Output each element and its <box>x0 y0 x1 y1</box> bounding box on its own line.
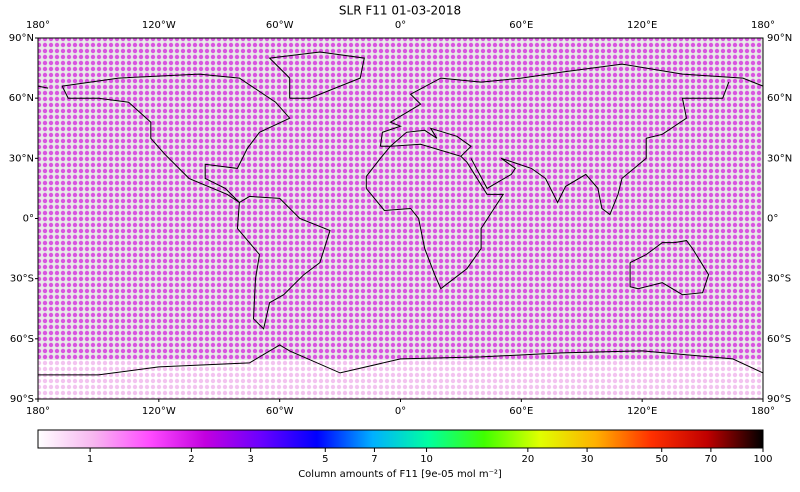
colorbar-tick-label: 70 <box>705 454 718 465</box>
colorbar-tick-label: 5 <box>322 454 328 465</box>
y-tick-label-right: 30°N <box>767 153 792 164</box>
y-tick-label-right: 0° <box>767 214 778 225</box>
x-tick-label-top: 180° <box>26 20 50 31</box>
y-tick-label-left: 30°S <box>10 274 34 285</box>
dot-field-south <box>38 360 763 399</box>
colorbar-tick-label: 3 <box>247 454 253 465</box>
x-tick-label-top: 60°E <box>509 20 533 31</box>
x-tick-label-top: 120°E <box>627 20 657 31</box>
x-tick-label-bottom: 0° <box>395 406 406 417</box>
colorbar-tick-label: 50 <box>655 454 668 465</box>
y-tick-label-left: 60°S <box>10 334 34 345</box>
coastline <box>37 85 49 89</box>
coastline <box>236 195 331 330</box>
x-tick-label-top: 180° <box>751 20 775 31</box>
coastline <box>61 73 291 203</box>
x-tick-label-top: 60°W <box>266 20 294 31</box>
coastline <box>38 344 764 376</box>
x-tick-label-bottom: 60°E <box>509 406 533 417</box>
coastline <box>380 127 472 157</box>
y-tick-label-left: 30°N <box>9 153 34 164</box>
coastline <box>268 51 365 99</box>
colorbar-tick-label: 7 <box>371 454 377 465</box>
coastline <box>379 63 764 147</box>
x-tick-label-bottom: 180° <box>26 406 50 417</box>
colorbar-tick-label: 1 <box>87 454 93 465</box>
y-tick-label-right: 90°S <box>767 394 791 405</box>
coastlines <box>37 51 764 376</box>
x-tick-label-top: 0° <box>395 20 406 31</box>
coastline <box>470 81 730 216</box>
colorbar-tick-label: 20 <box>521 454 534 465</box>
x-tick-label-bottom: 180° <box>751 406 775 417</box>
x-tick-label-bottom: 60°W <box>266 406 294 417</box>
colorbar-tick-label: 10 <box>420 454 433 465</box>
y-tick-label-right: 60°S <box>767 334 791 345</box>
y-tick-label-right: 60°N <box>767 93 792 104</box>
y-tick-label-left: 90°S <box>10 394 34 405</box>
x-tick-label-bottom: 120°W <box>142 406 176 417</box>
colorbar-label: Column amounts of F11 [9e-05 mol m⁻²] <box>298 469 502 480</box>
y-tick-label-right: 30°S <box>767 274 791 285</box>
x-tick-label-bottom: 120°E <box>627 406 657 417</box>
colorbar-tick-label: 2 <box>188 454 194 465</box>
map-title: SLR F11 01-03-2018 <box>339 4 461 18</box>
y-tick-label-left: 90°N <box>9 33 34 44</box>
dot-field <box>38 38 763 399</box>
y-tick-label-left: 0° <box>23 214 34 225</box>
colorbar-tick-label: 100 <box>753 454 772 465</box>
x-tick-label-top: 120°W <box>142 20 176 31</box>
y-tick-label-right: 90°N <box>767 33 792 44</box>
coastline <box>629 240 710 296</box>
colorbar <box>37 429 764 449</box>
colorbar-tick-label: 30 <box>581 454 594 465</box>
y-tick-label-left: 60°N <box>9 93 34 104</box>
